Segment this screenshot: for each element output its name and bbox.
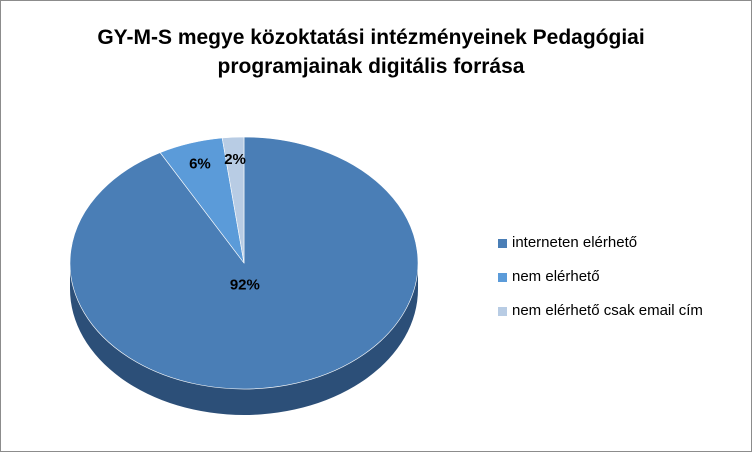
legend-item-nem-elerheto: nem elérhető [498, 267, 703, 287]
chart-title-line-1: GY-M-S megye közoktatási intézményeinek … [97, 26, 645, 49]
legend-item-nem-elerheto-csak-email-cim: nem elérhető csak email cím [498, 301, 703, 321]
chart-legend: interneten elérhető nem elérhető nem elé… [498, 233, 703, 335]
legend-label: nem elérhető csak email cím [512, 302, 703, 319]
legend-swatch [498, 239, 507, 248]
pie-data-label: 92% [230, 276, 260, 293]
pie-slice [221, 136, 245, 264]
chart-title: GY-M-S megye közoktatási intézményeinek … [41, 23, 701, 81]
legend-label: interneten elérhető [512, 234, 638, 251]
pie-data-label: 6% [189, 156, 211, 173]
pie-data-label: 2% [224, 151, 246, 168]
chart-title-line-2: programjainak digitális forrása [217, 55, 525, 78]
pie-slice-side [70, 263, 418, 415]
legend-swatch [498, 307, 507, 316]
legend-item-interneten-elerheto: interneten elérhető [498, 233, 703, 253]
legend-swatch [498, 273, 507, 282]
legend-label: nem elérhető [512, 268, 600, 285]
